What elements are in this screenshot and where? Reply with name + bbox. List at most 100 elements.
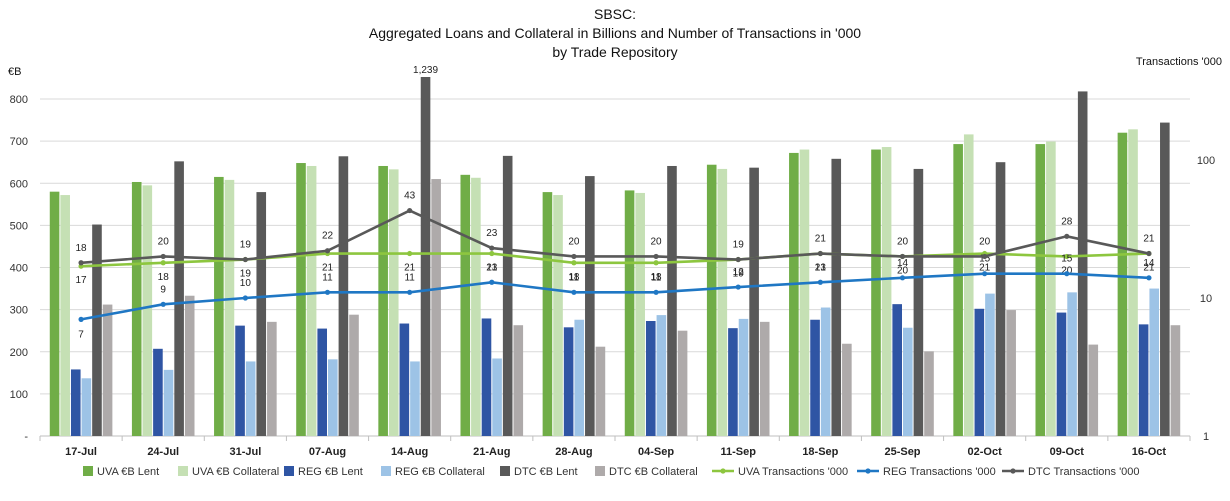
bar <box>1077 91 1088 436</box>
legend-marker <box>1010 468 1016 474</box>
line-data-label: 43 <box>404 191 416 202</box>
bar <box>1046 141 1056 436</box>
bar <box>963 134 974 436</box>
y-right-axis: 1 10 100 <box>1197 155 1215 443</box>
bar <box>70 369 81 436</box>
series-point <box>899 275 906 281</box>
line-data-label: 18 <box>76 243 88 254</box>
bar <box>184 295 195 436</box>
line-data-label: 14 <box>897 258 909 269</box>
bar <box>995 162 1006 436</box>
series-point <box>160 260 166 266</box>
bar <box>460 174 471 436</box>
bar <box>585 176 595 436</box>
line-data-label: 20 <box>651 236 663 247</box>
legend-label: REG Transactions '000 <box>883 466 996 478</box>
y-left-tick-label: 100 <box>10 389 28 401</box>
series-point <box>571 260 577 266</box>
line-data-label: 20 <box>897 236 909 247</box>
series-point <box>1064 253 1070 260</box>
line-data-label: 21 <box>979 263 991 274</box>
x-tick-label: 25-Sep <box>884 446 920 458</box>
series-point <box>489 245 495 251</box>
legend-item: DTC Transactions '000 <box>1002 466 1140 478</box>
series-point <box>571 253 577 260</box>
series-point <box>489 250 495 257</box>
series-point <box>324 289 331 295</box>
line-data-label: 18 <box>651 272 663 283</box>
line-data-label: 21 <box>1143 263 1155 274</box>
line-data-label: 20 <box>158 236 170 247</box>
series-point <box>817 279 823 285</box>
bar <box>153 348 163 436</box>
bar <box>903 327 913 436</box>
line-data-label: 23 <box>486 228 498 239</box>
line-data-label: 20 <box>897 265 909 276</box>
bar <box>563 327 574 436</box>
x-tick-label: 04-Sep <box>638 446 674 458</box>
bar <box>378 165 388 436</box>
y-right-tick-label: 10 <box>1200 293 1212 305</box>
series-point <box>1064 233 1070 239</box>
series-point <box>160 301 166 307</box>
series-line <box>80 209 1150 265</box>
bar <box>635 192 645 436</box>
bar <box>1117 132 1128 436</box>
series-point <box>899 253 906 260</box>
y-left-tick-label: 500 <box>10 220 28 232</box>
chart-title-line-1: SBSC: <box>594 6 636 22</box>
series-point <box>407 289 413 295</box>
bar <box>645 320 656 436</box>
bar <box>717 168 728 437</box>
bar <box>810 319 820 436</box>
legend-label: DTC €B Lent <box>514 466 578 478</box>
legend-label: DTC €B Collateral <box>609 466 698 478</box>
bar <box>102 304 113 436</box>
legend-item: DTC €B Collateral <box>595 466 698 478</box>
legend-item: UVA Transactions '000 <box>712 466 848 478</box>
bar <box>1067 292 1077 436</box>
bar <box>656 315 667 436</box>
legend-marker <box>865 468 871 474</box>
bar <box>431 179 441 436</box>
bar <box>974 308 985 436</box>
series-point <box>242 256 248 263</box>
line-data-label: 14 <box>1143 258 1155 269</box>
x-tick-label: 11-Sep <box>720 446 756 458</box>
line-data-label: 10 <box>240 278 252 289</box>
bar <box>789 152 799 437</box>
bar <box>224 179 235 436</box>
bar <box>214 176 224 436</box>
bar <box>420 77 431 436</box>
bar <box>953 144 963 437</box>
series-point <box>1146 275 1152 281</box>
bar <box>1160 122 1170 436</box>
chart-title-line-2: Aggregated Loans and Collateral in Billi… <box>369 25 861 41</box>
line-data-label: 21 <box>322 263 334 274</box>
bar <box>349 314 359 436</box>
y-left-tick-label: - <box>24 431 28 443</box>
y-left-unit: €B <box>8 66 21 78</box>
bar <box>624 190 635 436</box>
bar <box>481 318 492 436</box>
series-point <box>407 250 413 257</box>
line-data-label: 17 <box>76 275 88 286</box>
series-line <box>80 272 1149 321</box>
bar <box>317 328 327 436</box>
x-tick-label: 31-Jul <box>229 446 261 458</box>
series-point <box>653 253 659 260</box>
x-tick-label: 28-Aug <box>555 446 592 458</box>
series-point <box>653 289 659 295</box>
legend-label: DTC Transactions '000 <box>1028 466 1140 478</box>
series-point <box>571 289 577 295</box>
series-point <box>735 256 741 263</box>
line-data-label: 18 <box>568 272 580 283</box>
legend-swatch <box>500 466 510 476</box>
line-data-label: 19 <box>240 269 252 280</box>
bar <box>574 319 585 436</box>
legend-label: REG €B Lent <box>298 466 363 478</box>
line-data-label: 15 <box>979 254 991 265</box>
line-data-label: 19 <box>733 269 745 280</box>
line-series: 17 18 19 21 21 21 18 18 19 21 20 21 20 21 7 9 10 11 11 13 11… <box>76 191 1155 341</box>
line-data-label: 19 <box>240 240 252 251</box>
